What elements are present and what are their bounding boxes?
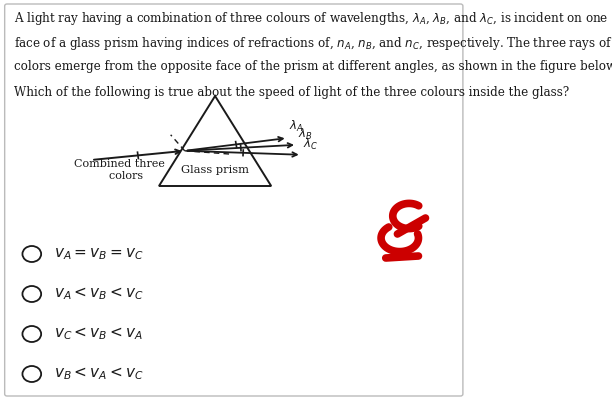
Text: Glass prism: Glass prism xyxy=(181,165,249,175)
Text: face of a glass prism having indices of refractions of, $n_A$, $n_B$, and $n_C$,: face of a glass prism having indices of … xyxy=(14,35,612,52)
Text: colors emerge from the opposite face of the prism at different angles, as shown : colors emerge from the opposite face of … xyxy=(14,60,612,74)
Text: Combined three
    colors: Combined three colors xyxy=(74,159,165,181)
Text: $v_B < v_A < v_C$: $v_B < v_A < v_C$ xyxy=(54,366,143,382)
Text: $\lambda_C$: $\lambda_C$ xyxy=(302,137,318,152)
Text: $\lambda_B$: $\lambda_B$ xyxy=(298,126,313,142)
Text: $v_C < v_B < v_A$: $v_C < v_B < v_A$ xyxy=(54,326,143,342)
FancyBboxPatch shape xyxy=(5,4,463,396)
Text: $\lambda_A$: $\lambda_A$ xyxy=(289,119,304,134)
Text: $v_A < v_B < v_C$: $v_A < v_B < v_C$ xyxy=(54,286,143,302)
Text: $v_A = v_B = v_C$: $v_A = v_B = v_C$ xyxy=(54,246,143,262)
Text: Which of the following is true about the speed of light of the three colours ins: Which of the following is true about the… xyxy=(14,86,569,98)
Text: A light ray having a combination of three colours of wavelengths, $\lambda_A$, $: A light ray having a combination of thre… xyxy=(14,10,608,27)
